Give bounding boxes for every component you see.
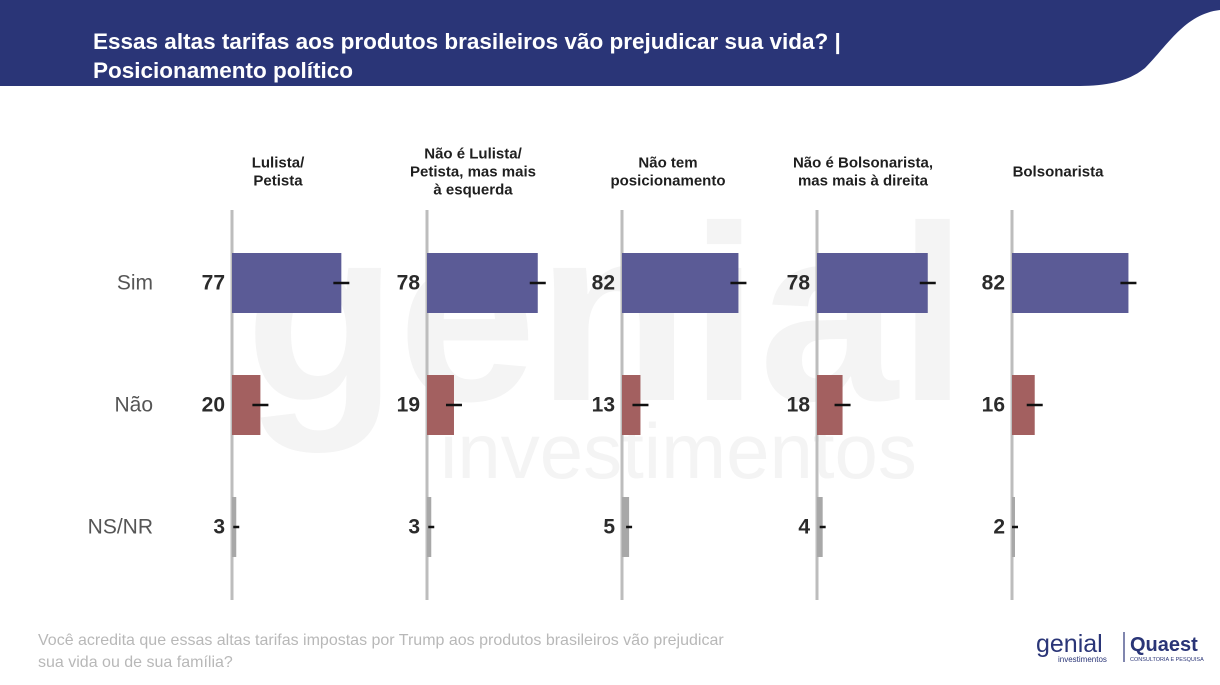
panel-header-line: Petista, mas mais <box>410 164 536 181</box>
panel-5: Bolsonarista 82 16 2 <box>982 164 1137 600</box>
survey-question: Você acredita que essas altas tarifas im… <box>38 630 898 674</box>
watermark-main: genial <box>245 174 967 453</box>
title-line-2: Posicionamento político <box>93 58 354 83</box>
panel-header-line: posicionamento <box>610 173 725 190</box>
question-line-1: Você acredita que essas altas tarifas im… <box>38 632 724 649</box>
panel-4: Não é Bolsonarista, mas mais à direita 78 1… <box>787 155 936 600</box>
quaest-logo: Quaest <box>1130 634 1198 656</box>
panel-header-line: Lulista/ <box>252 155 305 172</box>
value-label-nao: 20 <box>202 394 225 417</box>
row-label-ns-nr: NS/NR <box>88 516 153 539</box>
value-label-sim: 78 <box>397 272 421 295</box>
panel-header-line: Não é Lulista/ <box>424 146 522 163</box>
value-label-ns-nr: 4 <box>798 516 810 539</box>
panel-2: Não é Lulista/Petista, mas mais à esquerd… <box>397 146 546 600</box>
row-label-nao: Não <box>114 394 153 417</box>
question-line-2: sua vida ou de sua família? <box>38 654 233 671</box>
panel-header: Não tem posicionamento <box>610 155 725 190</box>
bar-sim <box>427 253 538 313</box>
value-label-ns-nr: 3 <box>213 516 225 539</box>
panel-header-line: Não tem <box>638 155 697 172</box>
value-label-ns-nr: 5 <box>603 516 615 539</box>
bar-ns-nr <box>622 497 630 557</box>
value-label-nao: 13 <box>592 394 615 417</box>
value-label-sim: 78 <box>787 272 811 295</box>
panel-header: Bolsonarista <box>1013 164 1105 181</box>
genial-logo-sub: investimentos <box>1058 655 1107 664</box>
panel-1: Lulista/Petista 77 20 3 <box>202 155 350 600</box>
panel-header-line: Não é Bolsonarista, <box>793 155 933 172</box>
row-labels: Sim Não NS/NR <box>88 272 153 539</box>
value-label-sim: 82 <box>982 272 1005 295</box>
genial-logo: genial <box>1036 630 1103 658</box>
value-label-ns-nr: 2 <box>993 516 1005 539</box>
value-label-ns-nr: 3 <box>408 516 420 539</box>
panel-header-line: Petista <box>253 173 303 190</box>
panel-header: Lulista/Petista <box>252 155 305 190</box>
bar-nao <box>1012 375 1035 435</box>
panel-header: Não é Lulista/Petista, mas mais à esquerd… <box>410 146 536 199</box>
quaest-logo-sub: CONSULTORIA E PESQUISA <box>1130 657 1204 663</box>
panel-header-line: Bolsonarista <box>1013 164 1105 181</box>
bar-sim <box>232 253 342 313</box>
logos: genial investimentos Quaest CONSULTORIA … <box>1036 630 1204 664</box>
value-label-sim: 77 <box>202 272 225 295</box>
panel-header-line: mas mais à direita <box>798 173 929 190</box>
bar-nao <box>622 375 641 435</box>
bar-sim <box>817 253 928 313</box>
page-title: Essas altas tarifas aos produtos brasile… <box>93 27 993 85</box>
row-label-sim: Sim <box>117 272 153 295</box>
bar-sim <box>1012 253 1129 313</box>
panel-header-line: à esquerda <box>433 182 513 199</box>
panel-3: Não tem posicionamento 82 13 5 <box>592 155 747 600</box>
value-label-nao: 18 <box>787 394 811 417</box>
header-banner <box>0 0 1220 86</box>
bar-sim <box>622 253 739 313</box>
panel-header: Não é Bolsonarista, mas mais à direita <box>793 155 933 190</box>
value-label-sim: 82 <box>592 272 615 295</box>
title-line-1: Essas altas tarifas aos produtos brasile… <box>93 29 841 54</box>
value-label-nao: 16 <box>982 394 1005 417</box>
value-label-nao: 19 <box>397 394 420 417</box>
chart-panels: Lulista/Petista 77 20 3 Não é Lulista/Petist… <box>202 146 1137 600</box>
header-background <box>0 0 1220 86</box>
